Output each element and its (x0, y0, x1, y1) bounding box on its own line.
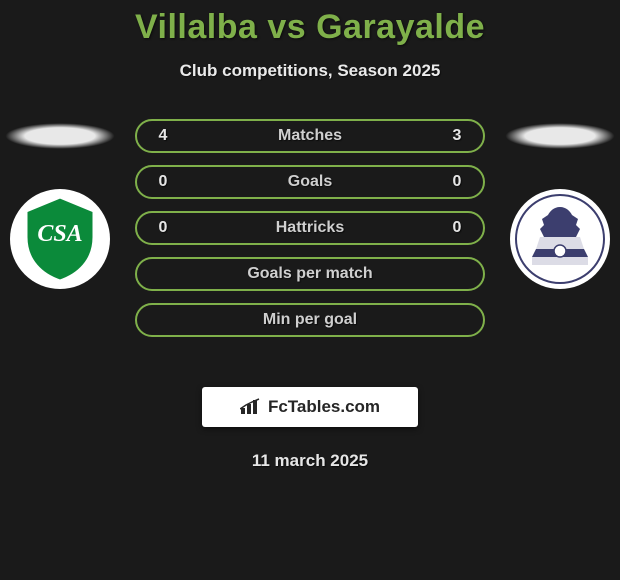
emblem-icon (510, 189, 610, 289)
stat-label: Goals (177, 173, 443, 191)
stat-row: 4 Matches 3 (135, 119, 485, 153)
page-title: Villalba vs Garayalde (0, 0, 620, 47)
shield-icon: CSA (10, 189, 110, 289)
stat-label: Matches (177, 127, 443, 145)
stat-left-value: 4 (149, 127, 177, 145)
stat-row: Min per goal (135, 303, 485, 337)
club-crest-right (510, 189, 610, 289)
bar-chart-icon (240, 398, 262, 416)
stat-right-value: 3 (443, 127, 471, 145)
attribution-text: FcTables.com (268, 397, 380, 417)
comparison-card: Villalba vs Garayalde Club competitions,… (0, 0, 620, 580)
page-subtitle: Club competitions, Season 2025 (0, 61, 620, 81)
club-crest-left: CSA (10, 189, 110, 289)
player-left: CSA (0, 119, 120, 289)
stat-row: Goals per match (135, 257, 485, 291)
stat-left-value: 0 (149, 219, 177, 237)
stat-label: Hattricks (177, 219, 443, 237)
stat-row: 0 Hattricks 0 (135, 211, 485, 245)
main-area: CSA 4 (0, 119, 620, 379)
stat-right-value: 0 (443, 173, 471, 191)
player-right (500, 119, 620, 289)
stat-right-value: 0 (443, 219, 471, 237)
attribution-badge[interactable]: FcTables.com (202, 387, 418, 427)
stat-label: Goals per match (177, 265, 443, 283)
stat-rows: 4 Matches 3 0 Goals 0 0 Hattricks 0 Goal… (135, 119, 485, 349)
player-left-placeholder (5, 123, 115, 149)
date-text: 11 march 2025 (0, 451, 620, 471)
player-right-placeholder (505, 123, 615, 149)
stat-label: Min per goal (177, 311, 443, 329)
crest-left-letters: CSA (37, 221, 82, 247)
stat-row: 0 Goals 0 (135, 165, 485, 199)
stat-left-value: 0 (149, 173, 177, 191)
